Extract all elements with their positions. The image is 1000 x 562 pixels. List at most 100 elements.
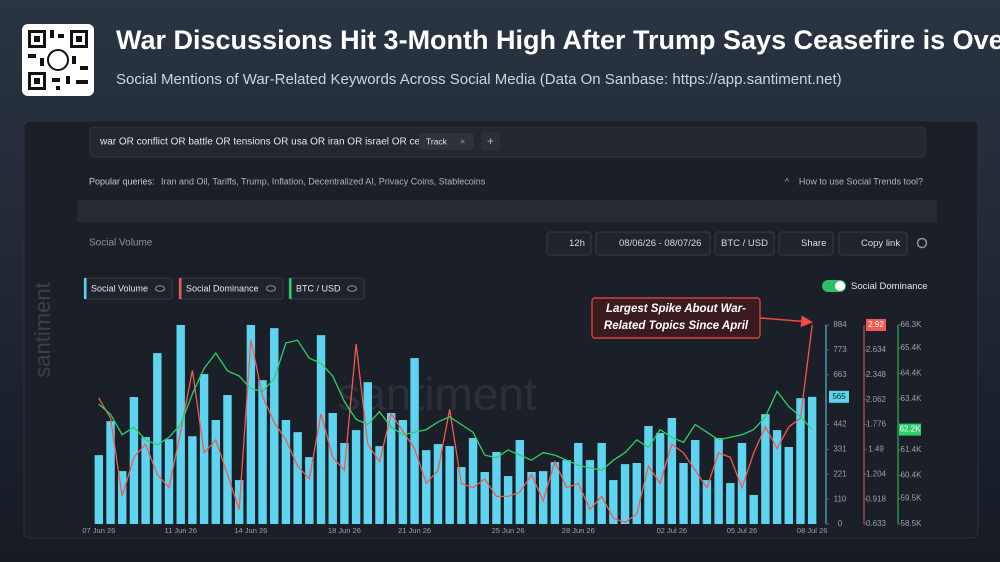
y-tick-label: 1.49 — [868, 445, 884, 454]
y-tick-label: 58.5K — [901, 519, 923, 528]
y-tick-label: 663 — [833, 370, 847, 379]
y-tick-label: 1.776 — [866, 420, 887, 429]
x-tick-label: 11 Jun 26 — [165, 526, 197, 535]
x-tick-label: 14 Jun 26 — [234, 526, 267, 535]
y-tick-label: 221 — [833, 469, 847, 478]
y-tick-label: 64.4K — [901, 369, 923, 378]
bar — [351, 430, 361, 524]
copy-button[interactable] — [838, 231, 908, 256]
share-label: Share — [801, 238, 826, 249]
bar — [807, 396, 817, 524]
line — [98, 339, 813, 472]
bar — [363, 382, 373, 524]
date-button[interactable] — [595, 231, 711, 256]
track-chip[interactable] — [419, 133, 474, 150]
interval-button[interactable] — [546, 231, 592, 256]
x-tick-label: 25 Jun 26 — [492, 526, 525, 535]
add-icon: + — [487, 134, 494, 148]
y-tick-label: 61.4K — [901, 445, 923, 454]
current-value-label: 62.2K — [900, 425, 922, 434]
bar — [632, 462, 641, 524]
y-tick-label: 59.5K — [901, 494, 923, 503]
panel-title: Social Volume — [89, 238, 153, 249]
bar — [94, 455, 104, 524]
bar — [527, 471, 536, 524]
bar — [211, 419, 220, 524]
y-tick-label: 2.348 — [866, 370, 887, 379]
search-bar[interactable] — [89, 126, 926, 158]
bar — [188, 436, 197, 524]
bar — [620, 464, 630, 524]
y-tick-label: 0.633 — [866, 519, 887, 528]
bar — [386, 413, 396, 524]
bar — [293, 432, 302, 524]
x-tick-label: 18 Jun 26 — [328, 526, 361, 535]
legend-label: BTC / USD — [296, 283, 341, 293]
current-value-label: 2.92 — [868, 320, 884, 329]
annotation-text: Largest Spike About War- — [606, 303, 746, 315]
bar — [422, 450, 431, 524]
eye-icon — [155, 285, 165, 292]
y-tick-label: 60.4K — [901, 471, 923, 480]
bar — [433, 444, 443, 524]
pair-label: BTC / USD — [721, 238, 768, 249]
qr-code — [22, 24, 94, 96]
bar — [761, 414, 770, 524]
line — [98, 324, 813, 524]
legend-label: Social Dominance — [186, 283, 259, 293]
bar — [445, 446, 454, 524]
bar — [679, 462, 688, 524]
y-tick-label: 66.3K — [901, 320, 923, 329]
current-value-box — [866, 319, 886, 331]
bar — [410, 358, 419, 524]
bar — [164, 439, 174, 524]
current-value-box — [829, 390, 849, 403]
y-tick-label: 1.204 — [866, 469, 887, 478]
bar — [784, 447, 793, 524]
x-tick-label: 21 Jun 26 — [398, 526, 431, 535]
bar — [772, 430, 782, 524]
y-tick-label: 0.918 — [866, 494, 887, 503]
bar — [223, 395, 232, 524]
y-tick-label: 110 — [834, 494, 847, 503]
x-tick-label: 08 Jul 26 — [797, 526, 827, 535]
bar — [562, 460, 571, 524]
search-query: war OR conflict OR battle OR tensions OR… — [99, 137, 451, 148]
bar — [258, 380, 267, 524]
settings-icon[interactable] — [916, 237, 928, 249]
popular-queries[interactable]: Iran and Oil, Tariffs, Trump, Inflation,… — [161, 176, 486, 186]
bar — [609, 480, 618, 524]
bar — [141, 437, 150, 524]
y-tick-label: 65.4K — [901, 343, 923, 352]
x-tick-label: 05 Jul 26 — [727, 526, 757, 535]
bar — [457, 467, 466, 524]
share-button[interactable] — [778, 231, 834, 256]
bar — [340, 442, 349, 524]
bar — [737, 442, 747, 524]
x-tick-label: 07 Jun 26 — [82, 526, 115, 535]
y-tick-label: 442 — [833, 420, 847, 429]
bar — [118, 471, 127, 524]
bar — [538, 471, 548, 524]
bar — [550, 462, 560, 524]
y-tick-label: 2.062 — [866, 395, 887, 404]
bar — [702, 480, 712, 524]
pair-button[interactable] — [714, 231, 775, 256]
title: War Discussions Hit 3-Month High After T… — [116, 25, 1000, 55]
bar — [796, 398, 805, 524]
date-label: 08/06/26 - 08/07/26 — [619, 238, 701, 249]
bar — [655, 433, 665, 524]
toggle-knob — [835, 281, 845, 291]
add-button[interactable] — [481, 132, 500, 151]
x-tick-label: 28 Jun 26 — [562, 526, 595, 535]
bar — [398, 419, 408, 524]
bar — [667, 417, 677, 524]
interval-label: 12h — [569, 238, 585, 249]
chevron: ^ — [785, 176, 790, 186]
y-tick-label: 884 — [833, 320, 847, 329]
chip-close[interactable]: × — [460, 136, 465, 146]
eye-icon — [266, 285, 276, 292]
help-link[interactable]: How to use Social Trends tool? — [799, 176, 923, 186]
